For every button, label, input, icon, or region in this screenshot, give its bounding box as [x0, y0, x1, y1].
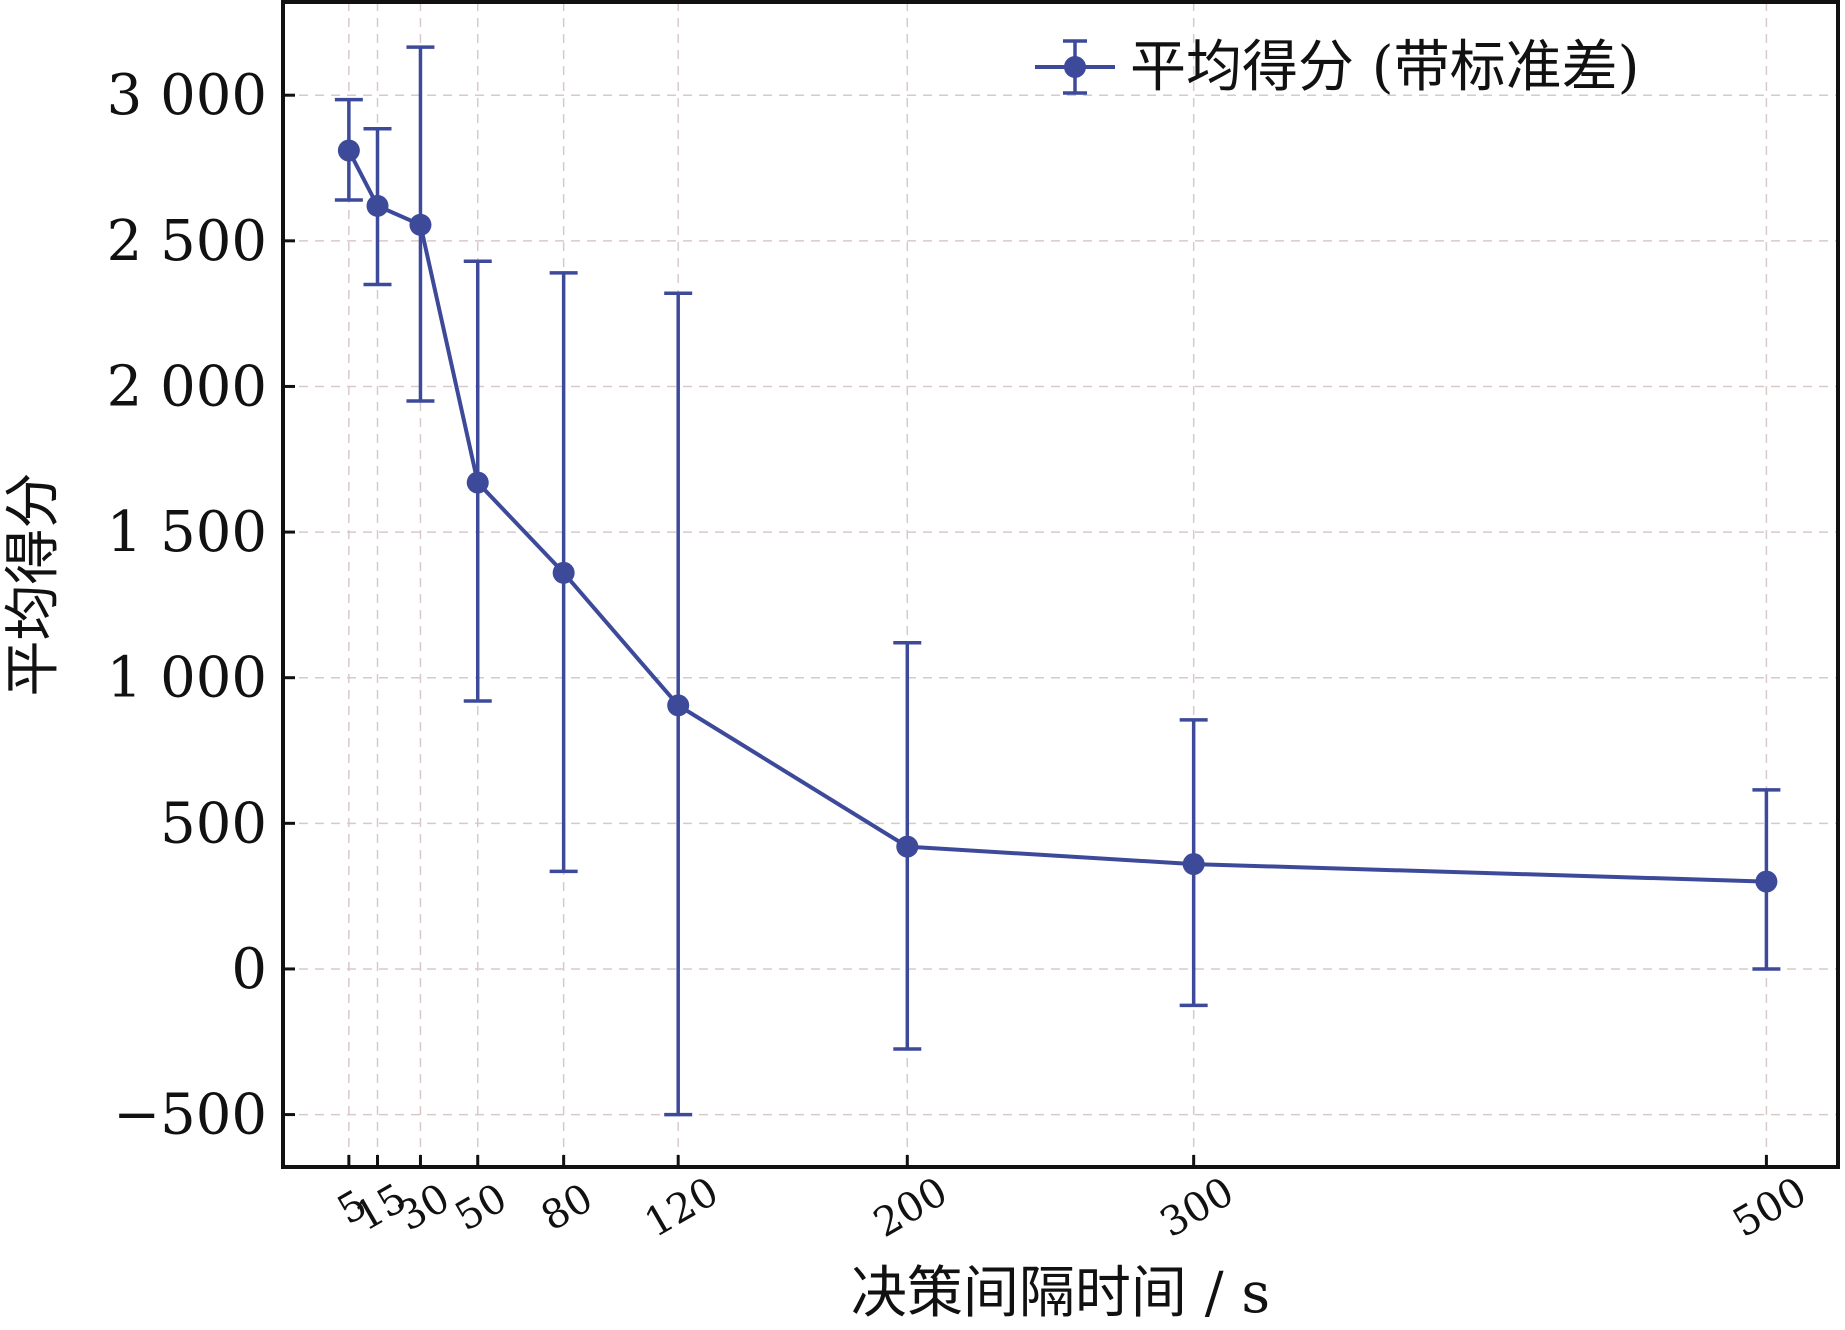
- data-point-8: [1755, 870, 1778, 893]
- y-tick-label-4: 1 500: [107, 500, 267, 565]
- legend-label: 平均得分 (带标准差): [1130, 35, 1640, 100]
- grid-layer: [283, 2, 1838, 1167]
- data-point-6: [896, 835, 919, 858]
- y-tick-label-2: 500: [160, 791, 267, 856]
- x-tick-label-6: 200: [866, 1169, 955, 1247]
- x-axis-label: 决策间隔时间 / s: [851, 1261, 1270, 1326]
- x-tick-label-4: 80: [534, 1175, 601, 1240]
- y-axis-label: 平均得分: [1, 473, 66, 697]
- x-tick-label-7: 300: [1153, 1169, 1242, 1247]
- y-tick-label-1: 0: [231, 937, 267, 1002]
- x-tick-label-8: 500: [1725, 1169, 1814, 1247]
- series-line: [347, 149, 1767, 884]
- data-point-4: [552, 561, 575, 584]
- y-tick-label-5: 2 000: [107, 354, 267, 419]
- x-tick-label-2: 30: [390, 1175, 457, 1240]
- legend: 平均得分 (带标准差): [1035, 35, 1640, 100]
- y-tick-label-0: −500: [113, 1083, 267, 1148]
- x-tick-label-3: 50: [448, 1175, 515, 1240]
- x-tick-label-5: 120: [637, 1169, 726, 1247]
- y-tick-label-3: 1 000: [107, 646, 267, 711]
- data-point-5: [667, 694, 690, 717]
- data-point-7: [1182, 853, 1205, 876]
- y-tick-label-6: 2 500: [107, 209, 267, 274]
- data-point-1: [366, 194, 389, 217]
- y-tick-label-7: 3 000: [107, 63, 267, 128]
- data-point-2: [409, 213, 432, 236]
- data-point-0: [337, 139, 360, 162]
- series-layer: [334, 45, 1781, 1117]
- legend-marker: [1064, 56, 1086, 78]
- plot-frame: [281, 0, 1840, 1169]
- data-point-3: [466, 471, 489, 494]
